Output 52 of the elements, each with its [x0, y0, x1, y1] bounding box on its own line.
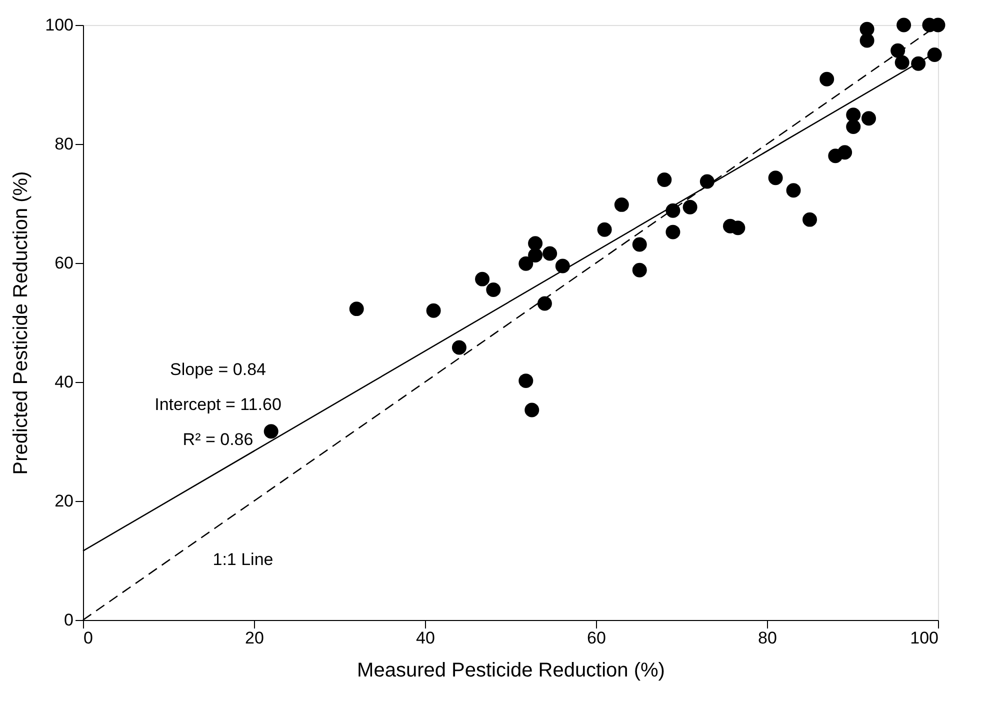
point [657, 172, 672, 187]
point [860, 33, 874, 48]
point [528, 248, 543, 262]
point [632, 237, 647, 252]
point [475, 272, 490, 286]
point [555, 258, 570, 274]
point [524, 402, 540, 418]
point [768, 170, 783, 186]
point [518, 374, 534, 388]
point [597, 222, 612, 237]
point [802, 212, 817, 227]
point [486, 282, 501, 298]
y-tick-label: 60 [54, 254, 74, 272]
y-tick-label: 80 [54, 134, 74, 154]
point [846, 120, 861, 134]
y-tick-label: 20 [54, 492, 74, 510]
point [838, 145, 852, 160]
point [426, 303, 441, 318]
point [786, 183, 801, 198]
y-tick-label: 40 [54, 372, 74, 392]
y-tick-label: 0 [64, 610, 74, 630]
x-axis-title: Measured Pesticide Reduction (%) [357, 660, 665, 682]
point [927, 48, 942, 62]
point [614, 197, 629, 212]
point [349, 302, 364, 316]
point [518, 256, 534, 271]
point [542, 246, 558, 261]
annotation: 1:1 Line [212, 550, 274, 569]
point [632, 262, 647, 278]
point [894, 55, 910, 70]
y-tick-label: 100 [45, 16, 74, 34]
point [820, 72, 834, 86]
point [682, 200, 698, 214]
x-tick-label: 20 [245, 628, 264, 648]
x-tick-label: 80 [758, 628, 777, 648]
x-tick-label: 40 [416, 628, 435, 648]
point [264, 424, 278, 439]
x-tick-label: 100 [910, 628, 938, 648]
x-tick-label: 60 [587, 628, 606, 648]
x-tick-label: 0 [84, 628, 93, 648]
annotation: Intercept = 11.60 [154, 395, 282, 414]
point [528, 236, 543, 251]
point [730, 220, 746, 236]
annotation: Slope = 0.84 [170, 360, 266, 379]
point [896, 18, 912, 32]
y-axis-title: Predicted Pesticide Reduction (%) [10, 171, 32, 475]
point [862, 111, 876, 126]
point [537, 296, 552, 311]
point [846, 108, 861, 122]
point [666, 224, 680, 240]
point [452, 340, 466, 355]
annotation: R² = 0.86 [182, 430, 254, 449]
